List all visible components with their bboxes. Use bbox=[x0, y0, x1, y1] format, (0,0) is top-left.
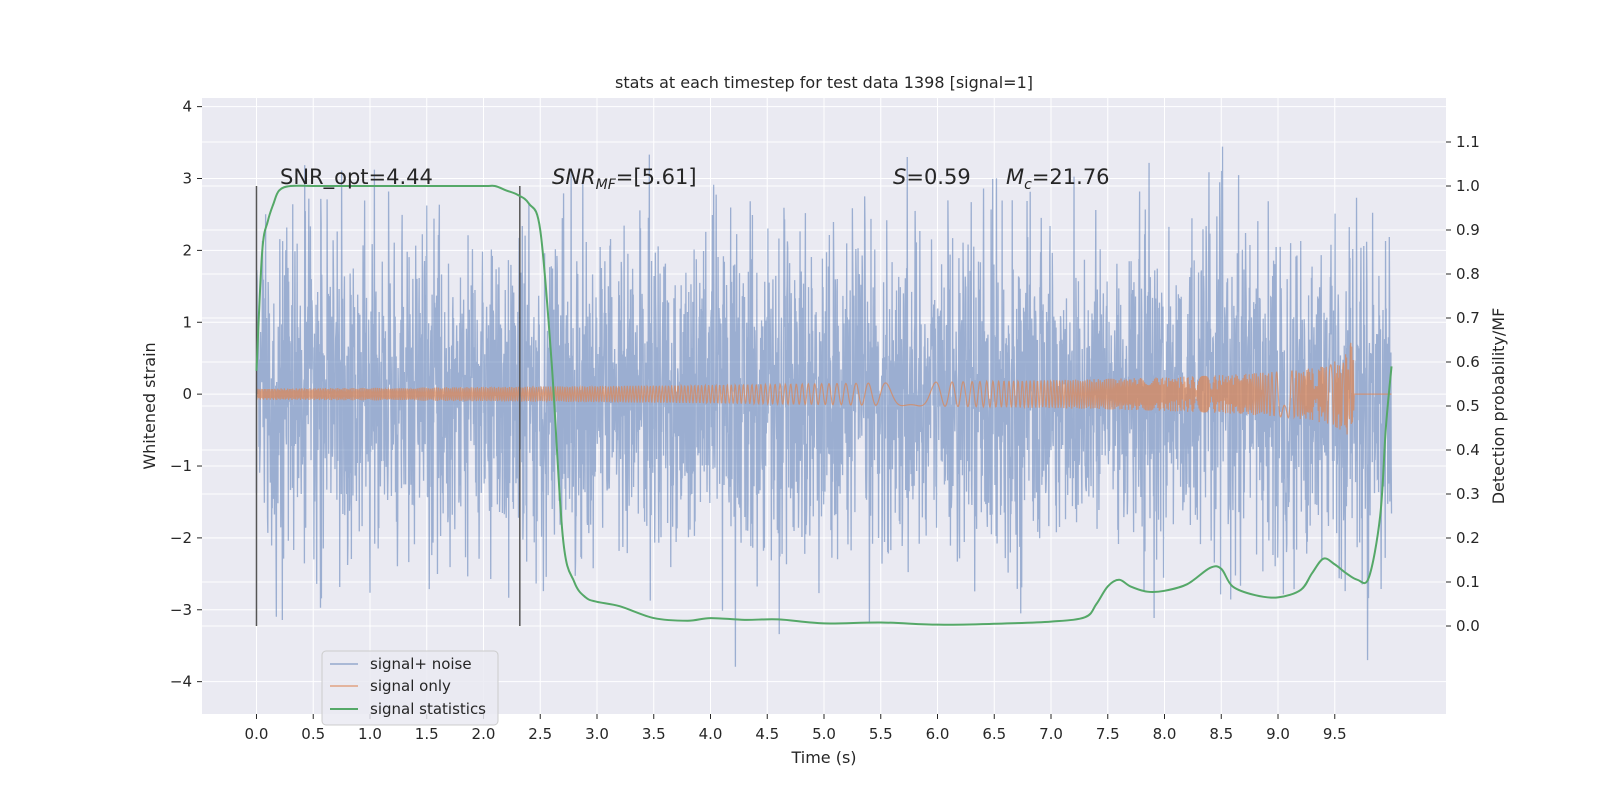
x-tick-label: 0.5 bbox=[301, 725, 325, 743]
y-left-tick-label: 2 bbox=[182, 241, 192, 259]
annotation-s-value: =0.59 bbox=[906, 165, 970, 189]
x-tick-label: 1.0 bbox=[358, 725, 382, 743]
annotation-s: S=0.59 bbox=[893, 165, 971, 189]
x-tick-label: 0.0 bbox=[245, 725, 269, 743]
x-axis-ticks: 0.0 0.5 1.0 1.5 2.0 2.5 3.0 3.5 4.0 4.5 5.0 5.5 6.0 6… bbox=[245, 714, 1347, 743]
annotation-snr-opt: SNR_opt=4.44 bbox=[280, 165, 433, 190]
annotation-mc-value: =21.76 bbox=[1032, 165, 1110, 189]
x-tick-label: 8.5 bbox=[1209, 725, 1233, 743]
signal-only-line bbox=[255, 342, 1392, 435]
y-right-tick-label: 0.0 bbox=[1456, 617, 1480, 635]
x-tick-label: 6.5 bbox=[982, 725, 1006, 743]
vertical-markers bbox=[255, 186, 521, 626]
signal-statistics-line bbox=[255, 184, 1393, 626]
legend-box bbox=[321, 650, 499, 726]
x-tick-label: 7.0 bbox=[1039, 725, 1063, 743]
chart-title: stats at each timestep for test data 139… bbox=[615, 73, 1033, 92]
annotation-snr-mf-sub: MF bbox=[596, 177, 617, 193]
x-tick-label: 3.0 bbox=[585, 725, 609, 743]
annotation-snr-mf: SNRMF=[5.61] bbox=[552, 165, 697, 193]
annotation-s-label: S bbox=[893, 165, 906, 189]
legend-label-signal-only: signal only bbox=[370, 677, 451, 695]
plot-content bbox=[255, 146, 1393, 667]
x-tick-label: 4.0 bbox=[699, 725, 723, 743]
annotation-snr-mf-base: SNR bbox=[552, 165, 596, 189]
x-tick-label: 1.5 bbox=[415, 725, 439, 743]
left-y-axis-label: Whitened strain bbox=[140, 342, 159, 469]
y-left-tick-label: 4 bbox=[182, 98, 192, 116]
x-tick-label: 2.5 bbox=[528, 725, 552, 743]
y-left-tick-label: −1 bbox=[170, 457, 192, 475]
right-y-axis-ticks: 0.0 0.1 0.2 0.3 0.4 0.5 0.6 0.7 0.8 0.9 1.0 1.1 bbox=[1446, 133, 1480, 635]
y-left-tick-label: 0 bbox=[182, 385, 192, 403]
y-left-tick-label: 3 bbox=[182, 170, 192, 188]
x-axis-label: Time (s) bbox=[790, 748, 856, 767]
signal-plus-noise-line bbox=[255, 146, 1393, 667]
annotation-snr-mf-value: =[5.61] bbox=[616, 165, 697, 189]
y-left-tick-label: −2 bbox=[170, 529, 192, 547]
x-tick-label: 5.0 bbox=[812, 725, 836, 743]
legend-label-signal-plus-noise: signal+ noise bbox=[370, 655, 472, 673]
y-left-tick-label: −3 bbox=[170, 601, 192, 619]
x-tick-label: 9.0 bbox=[1266, 725, 1290, 743]
y-left-tick-label: −4 bbox=[170, 673, 192, 691]
y-right-tick-label: 1.0 bbox=[1456, 177, 1480, 195]
x-tick-label: 3.5 bbox=[642, 725, 666, 743]
y-right-tick-label: 0.5 bbox=[1456, 397, 1480, 415]
y-left-tick-label: 1 bbox=[182, 313, 192, 331]
annotation-mc-base: M bbox=[1006, 165, 1024, 189]
annotation-mc-sub: c bbox=[1024, 177, 1032, 193]
y-right-tick-label: 0.1 bbox=[1456, 573, 1480, 591]
y-right-tick-label: 0.6 bbox=[1456, 353, 1480, 371]
x-tick-label: 8.0 bbox=[1153, 725, 1177, 743]
x-tick-label: 7.5 bbox=[1096, 725, 1120, 743]
y-right-tick-label: 0.9 bbox=[1456, 221, 1480, 239]
y-right-tick-label: 0.8 bbox=[1456, 265, 1480, 283]
x-tick-label: 5.5 bbox=[869, 725, 893, 743]
y-right-tick-label: 1.1 bbox=[1456, 133, 1480, 151]
legend: signal+ noise signal only signal statist… bbox=[321, 650, 499, 726]
y-right-tick-label: 0.2 bbox=[1456, 529, 1480, 547]
y-right-tick-label: 0.7 bbox=[1456, 309, 1480, 327]
right-y-axis-label: Detection probability/MF bbox=[1489, 308, 1508, 505]
y-right-tick-label: 0.4 bbox=[1456, 441, 1480, 459]
y-right-tick-label: 0.3 bbox=[1456, 485, 1480, 503]
x-tick-label: 6.0 bbox=[926, 725, 950, 743]
legend-label-signal-statistics: signal statistics bbox=[370, 700, 486, 718]
x-tick-label: 2.0 bbox=[472, 725, 496, 743]
annotation-mc: Mc=21.76 bbox=[1006, 165, 1110, 193]
x-tick-label: 4.5 bbox=[755, 725, 779, 743]
x-tick-label: 9.5 bbox=[1323, 725, 1347, 743]
left-y-axis-ticks: −4 −3 −2 −1 0 1 2 3 4 bbox=[170, 98, 202, 691]
